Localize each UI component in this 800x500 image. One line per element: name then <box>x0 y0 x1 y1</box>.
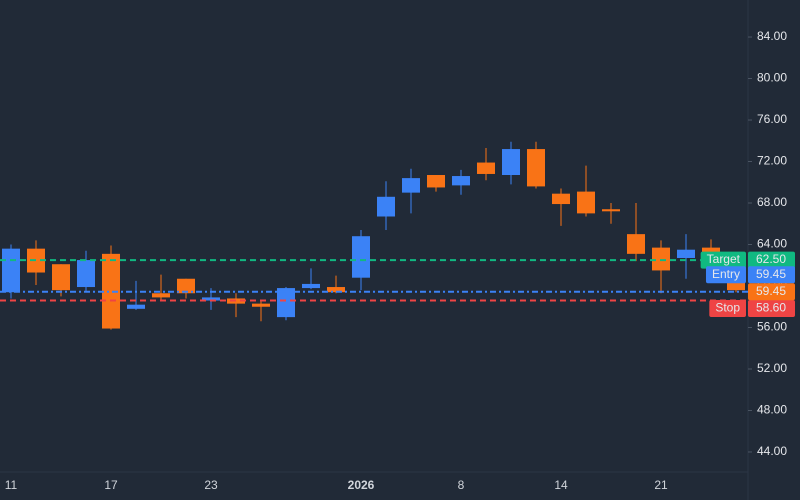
y-tick-label: 68.00 <box>757 195 787 209</box>
x-tick-label: 23 <box>204 478 218 492</box>
y-tick-label: 80.00 <box>757 71 787 85</box>
x-tick-label: 14 <box>554 478 568 492</box>
candle-body <box>552 193 570 205</box>
candle-body <box>677 249 695 258</box>
candle-body <box>252 303 270 307</box>
level-value-label: 58.60 <box>756 301 786 315</box>
candle-body <box>527 149 545 187</box>
candle-body <box>477 162 495 174</box>
candle-body <box>127 304 145 309</box>
candle-body <box>102 253 120 329</box>
x-tick-label: 2026 <box>348 478 375 492</box>
level-value-box <box>748 300 795 318</box>
candle-body <box>427 175 445 188</box>
x-tick-label: 17 <box>104 478 118 492</box>
candle-body <box>402 178 420 193</box>
candle-body <box>177 278 195 294</box>
candle-body <box>202 297 220 301</box>
last-price-label: 59.45 <box>756 284 786 298</box>
y-tick-label: 56.00 <box>757 320 787 334</box>
candle-body <box>377 196 395 217</box>
candle-body <box>502 149 520 176</box>
candle-body <box>52 264 70 291</box>
candle-body <box>77 260 95 288</box>
candle-body <box>2 248 20 293</box>
level-value-label: 62.50 <box>756 252 786 266</box>
candle-body <box>602 209 620 212</box>
level-name-box <box>709 300 746 318</box>
y-tick-label: 64.00 <box>757 237 787 251</box>
x-tick-label: 8 <box>458 478 465 492</box>
level-name-box <box>705 266 746 284</box>
level-name: Target <box>707 252 741 266</box>
candle-body <box>652 247 670 271</box>
y-tick-label: 76.00 <box>757 112 787 126</box>
candle-body <box>327 287 345 293</box>
level-value-box <box>748 251 795 269</box>
level-name: Stop <box>715 301 740 315</box>
level-name-box <box>700 251 746 269</box>
x-tick-label: 21 <box>654 478 668 492</box>
last-price-box <box>748 283 795 301</box>
y-tick-label: 52.00 <box>757 361 787 375</box>
candle-body <box>302 283 320 289</box>
candle-body <box>352 236 370 278</box>
x-tick-label: 11 <box>5 478 18 492</box>
y-tick-label: 84.00 <box>757 29 787 43</box>
candle-body <box>452 176 470 186</box>
candle-body <box>277 288 295 318</box>
candle-body <box>577 191 595 214</box>
y-tick-label: 72.00 <box>757 154 787 168</box>
candle-body <box>627 234 645 254</box>
level-value-box <box>748 266 795 284</box>
level-value-label: 59.45 <box>756 267 786 281</box>
level-name: Entry <box>712 267 740 281</box>
y-tick-label: 48.00 <box>757 403 787 417</box>
y-tick-label: 44.00 <box>757 444 787 458</box>
candle-body <box>152 293 170 298</box>
candle-body <box>727 282 745 291</box>
